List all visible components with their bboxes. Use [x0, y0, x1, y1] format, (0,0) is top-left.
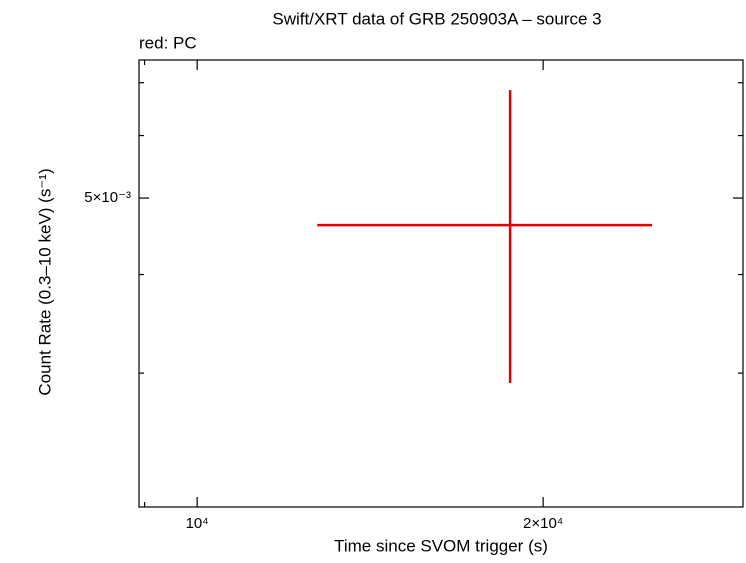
plot-frame [138, 59, 744, 508]
y-tick-label: 5×10⁻³ [84, 189, 131, 206]
chart-title: Swift/XRT data of GRB 250903A – source 3 [272, 9, 601, 28]
y-axis-label: Count Rate (0.3–10 keV) (s⁻¹) [35, 168, 54, 395]
x-tick-label: 10⁴ [186, 515, 209, 532]
x-axis-label: Time since SVOM trigger (s) [334, 536, 548, 555]
legend-note: red: PC [139, 33, 197, 52]
x-tick-label: 2×10⁴ [523, 515, 563, 532]
